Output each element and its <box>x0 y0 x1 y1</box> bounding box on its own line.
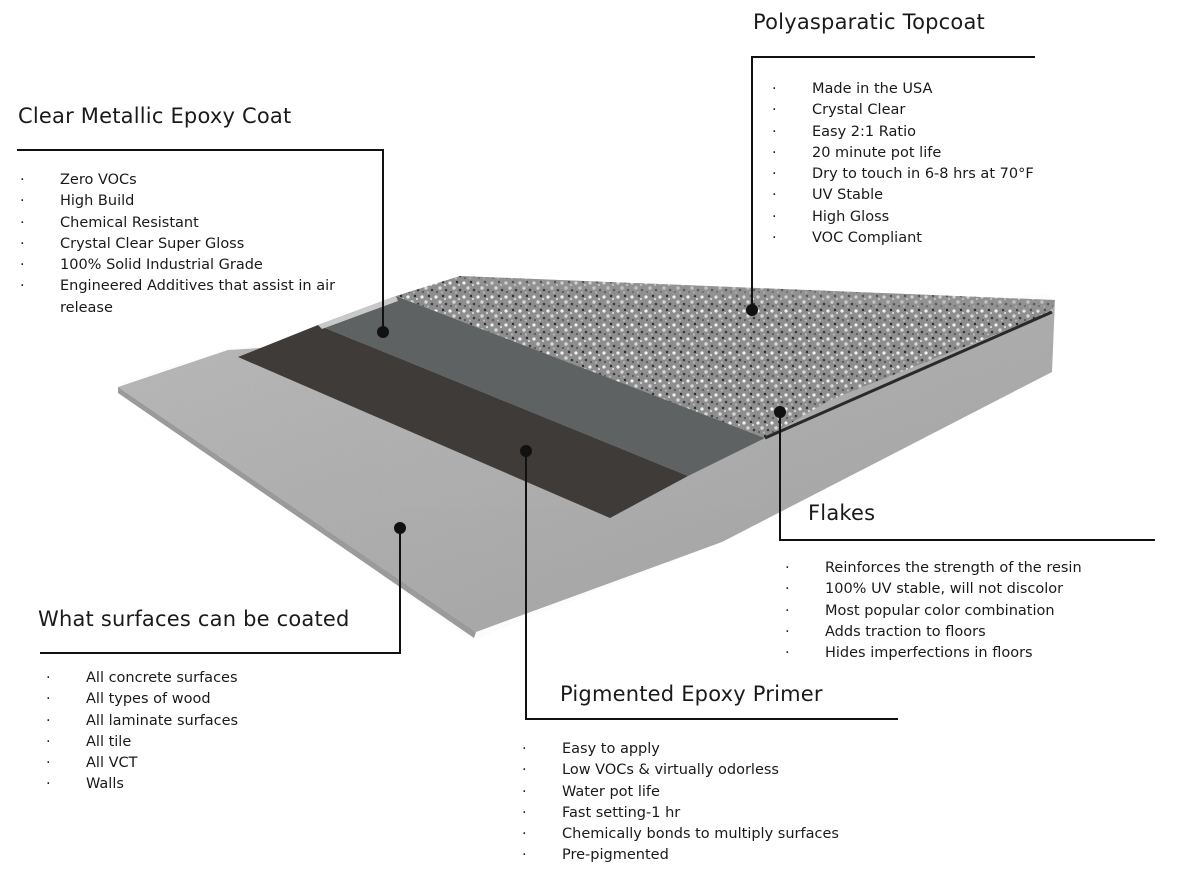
list-item: · All types of wood <box>46 691 211 708</box>
list-item: · Made in the USA <box>772 81 933 97</box>
topcoat-dot <box>746 304 758 316</box>
metallic-dot <box>377 326 389 338</box>
list-item: · Low VOCs & virtually odorless <box>522 762 779 779</box>
flakes-dot <box>774 406 786 418</box>
list-item: · Engineered Additives that assist in air… <box>20 278 336 316</box>
list-item: · High Build <box>20 193 135 210</box>
primer-leader-line <box>525 451 898 720</box>
list-item: · All laminate surfaces <box>46 712 239 729</box>
list-item: · All VCT <box>46 755 138 772</box>
list-item: · Easy 2:1 Ratio <box>772 123 916 140</box>
primer-title: Pigmented Epoxy Primer <box>560 682 823 706</box>
primer-dot <box>520 445 532 457</box>
list-item: · 100% Solid Industrial Grade <box>20 257 263 274</box>
flake-layer <box>396 276 1055 438</box>
primer-layer <box>238 325 688 518</box>
list-item: · Water pot life <box>522 783 660 800</box>
surfaces-leader-line <box>40 528 401 654</box>
list-item: · 20 minute pot life <box>772 144 942 161</box>
list-item: · High Gloss <box>772 208 890 225</box>
metallic-title: Clear Metallic Epoxy Coat <box>18 104 292 128</box>
flakes-list: · Reinforces the strength of the resin · 1… <box>785 558 1082 664</box>
topcoat-title: Polyasparatic Topcoat <box>753 10 985 34</box>
surfaces-dot <box>394 522 406 534</box>
list-item: · Chemical Resistant <box>20 214 199 231</box>
list-item: · Easy to apply <box>522 741 660 757</box>
surfaces-title: What surfaces can be coated <box>38 607 350 631</box>
metallic-leader-line <box>17 149 384 332</box>
list-item: · Fast setting-1 hr <box>522 804 681 821</box>
list-item: · 100% UV stable, will not discolor <box>785 581 1064 598</box>
list-item: · Most popular color combination <box>785 602 1055 619</box>
list-item: · All concrete surfaces <box>46 670 238 686</box>
metallic-list: · Zero VOCs · High Build · Chemical Resista… <box>20 170 350 319</box>
topcoat-list: · Made in the USA · Crystal Clear · Easy 2:… <box>772 79 1034 249</box>
list-item: · All tile <box>46 733 132 750</box>
list-item: · Hides imperfections in floors <box>785 645 1033 662</box>
list-item: · Dry to touch in 6-8 hrs at 70°F <box>772 166 1034 183</box>
list-item: · UV Stable <box>772 187 884 204</box>
list-item: · Chemically bonds to multiply surfaces <box>522 826 839 843</box>
surfaces-list: · All concrete surfaces · All types of woo… <box>46 668 238 796</box>
list-item: · Walls <box>46 776 124 793</box>
list-item: · Crystal Clear <box>772 102 906 119</box>
list-item: · Pre-pigmented <box>522 847 669 864</box>
flakes-leader-line <box>779 412 1155 541</box>
metallic-layer <box>318 296 765 476</box>
list-item: · VOC Compliant <box>772 230 922 247</box>
list-item: · Zero VOCs <box>20 172 137 188</box>
primer-list: · Easy to apply · Low VOCs & virtually odo… <box>522 739 839 867</box>
list-item: · Reinforces the strength of the resin <box>785 560 1082 576</box>
list-item: · Adds traction to floors <box>785 623 986 640</box>
list-item: · Crystal Clear Super Gloss <box>20 235 245 252</box>
topcoat-leader-line <box>751 56 1035 310</box>
flakes-title: Flakes <box>808 501 876 525</box>
